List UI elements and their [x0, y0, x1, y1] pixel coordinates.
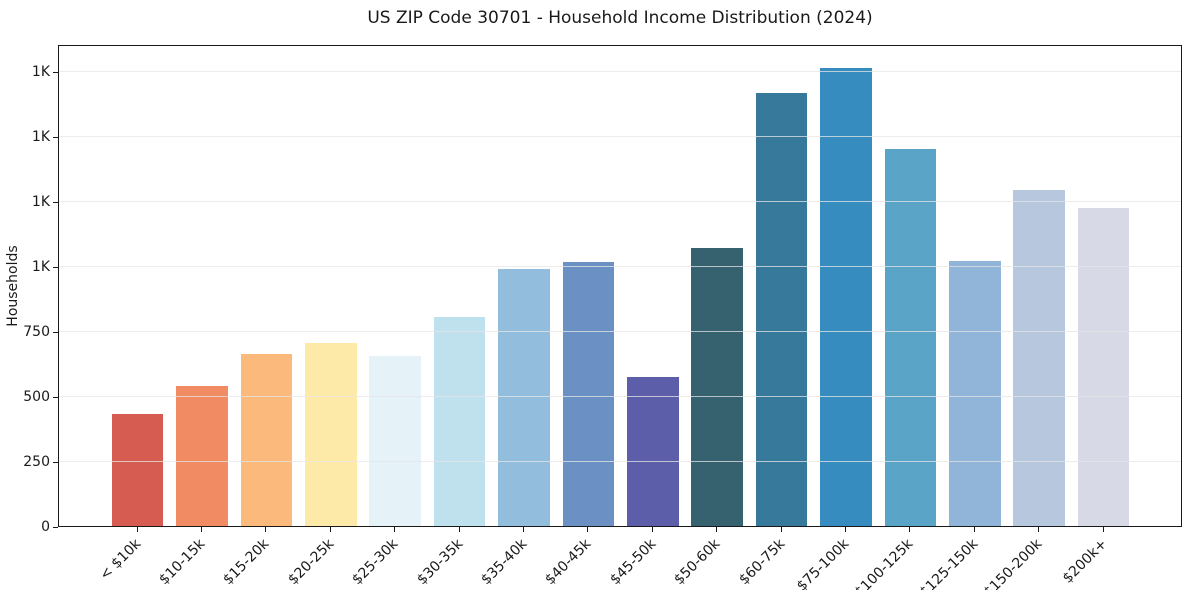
x-tick-mark [909, 527, 911, 532]
bar--10k [111, 414, 164, 526]
y-tick-mark [53, 331, 58, 333]
x-tick-mark [716, 527, 718, 532]
y-tick-label: 750 [23, 324, 50, 340]
x-tick-mark [651, 527, 653, 532]
x-tick-mark [394, 527, 396, 532]
x-tick-mark [201, 527, 202, 532]
bar--125-150k [949, 260, 1001, 526]
y-tick-mark [53, 201, 58, 203]
y-tick-mark [53, 461, 58, 463]
gridline [59, 70, 1181, 72]
x-tick-mark [136, 527, 138, 532]
gridline [59, 265, 1181, 267]
y-tick-label: 250 [23, 454, 50, 470]
bar--35-40k [498, 268, 550, 526]
x-tick-mark [845, 527, 846, 532]
gridline [59, 460, 1181, 462]
y-tick-label: 1K [31, 194, 50, 210]
x-tick-mark [458, 527, 460, 532]
y-tick-mark [53, 526, 58, 528]
y-tick-mark [53, 396, 58, 398]
y-tick-label: 1K [31, 64, 50, 80]
x-tick-mark [1038, 527, 1040, 532]
bar--150-200k [1013, 189, 1065, 526]
gridline [59, 200, 1181, 202]
bar--75-100k [820, 68, 872, 526]
y-tick-mark [53, 71, 58, 73]
bar--15-20k [240, 353, 293, 526]
bar--100-125k [884, 149, 937, 526]
bar--45-50k [627, 376, 679, 526]
x-tick-mark [265, 527, 267, 532]
x-tick-mark [973, 527, 975, 532]
bar--20-25k [305, 343, 357, 526]
gridline [59, 135, 1181, 137]
y-tick-label: 1K [31, 259, 50, 275]
bar--25-30k [369, 356, 421, 526]
y-tick-label: 500 [23, 389, 50, 405]
chart-title: US ZIP Code 30701 - Household Income Dis… [367, 8, 873, 28]
bar--200k- [1077, 207, 1130, 526]
y-tick-mark [53, 266, 58, 268]
x-tick-mark [329, 527, 331, 532]
y-tick-label: 1K [31, 129, 50, 145]
x-tick-mark [523, 527, 524, 532]
x-tick-label: < $10k [96, 536, 144, 584]
x-tick-mark [587, 527, 589, 532]
bar--50-60k [691, 247, 743, 526]
bar--60-75k [755, 93, 808, 526]
bar--30-35k [433, 317, 486, 526]
gridline [59, 330, 1181, 332]
x-tick-mark [1102, 527, 1104, 532]
gridline [59, 395, 1181, 397]
plot-area [58, 45, 1182, 527]
bar--10-15k [176, 385, 228, 526]
bar--40-45k [562, 262, 615, 526]
y-tick-label: 0 [41, 519, 50, 535]
y-tick-mark [53, 136, 58, 138]
x-tick-mark [780, 527, 782, 532]
